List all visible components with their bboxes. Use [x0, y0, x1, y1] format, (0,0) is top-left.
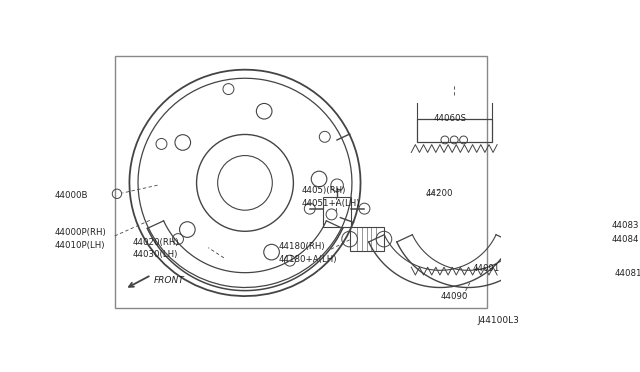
Text: 44060S: 44060S [434, 114, 467, 124]
Text: 44180+A(LH): 44180+A(LH) [278, 255, 337, 264]
Text: J44100L3: J44100L3 [477, 316, 520, 325]
Text: 44200: 44200 [426, 189, 453, 198]
Text: 44091: 44091 [473, 264, 500, 273]
Text: 44090: 44090 [441, 292, 468, 301]
Text: 44084: 44084 [612, 235, 639, 244]
Text: 44081: 44081 [614, 269, 640, 278]
Text: 44030(LH): 44030(LH) [132, 250, 178, 259]
Text: 4405)(RH): 4405)(RH) [301, 186, 346, 195]
Text: 44180(RH): 44180(RH) [278, 243, 325, 251]
Text: 44051+A(LH): 44051+A(LH) [301, 199, 360, 208]
Text: 44020(RH): 44020(RH) [132, 238, 179, 247]
Text: 44010P(LH): 44010P(LH) [54, 241, 105, 250]
Bar [323, 197, 351, 227]
Text: 44083: 44083 [612, 221, 639, 230]
Text: 44000P(RH): 44000P(RH) [54, 228, 106, 237]
Bar [349, 227, 384, 251]
Bar [615, 191, 623, 197]
Bar [417, 119, 492, 142]
Bar [115, 57, 487, 308]
Text: FRONT: FRONT [154, 276, 184, 285]
Text: 44000B: 44000B [54, 191, 88, 200]
